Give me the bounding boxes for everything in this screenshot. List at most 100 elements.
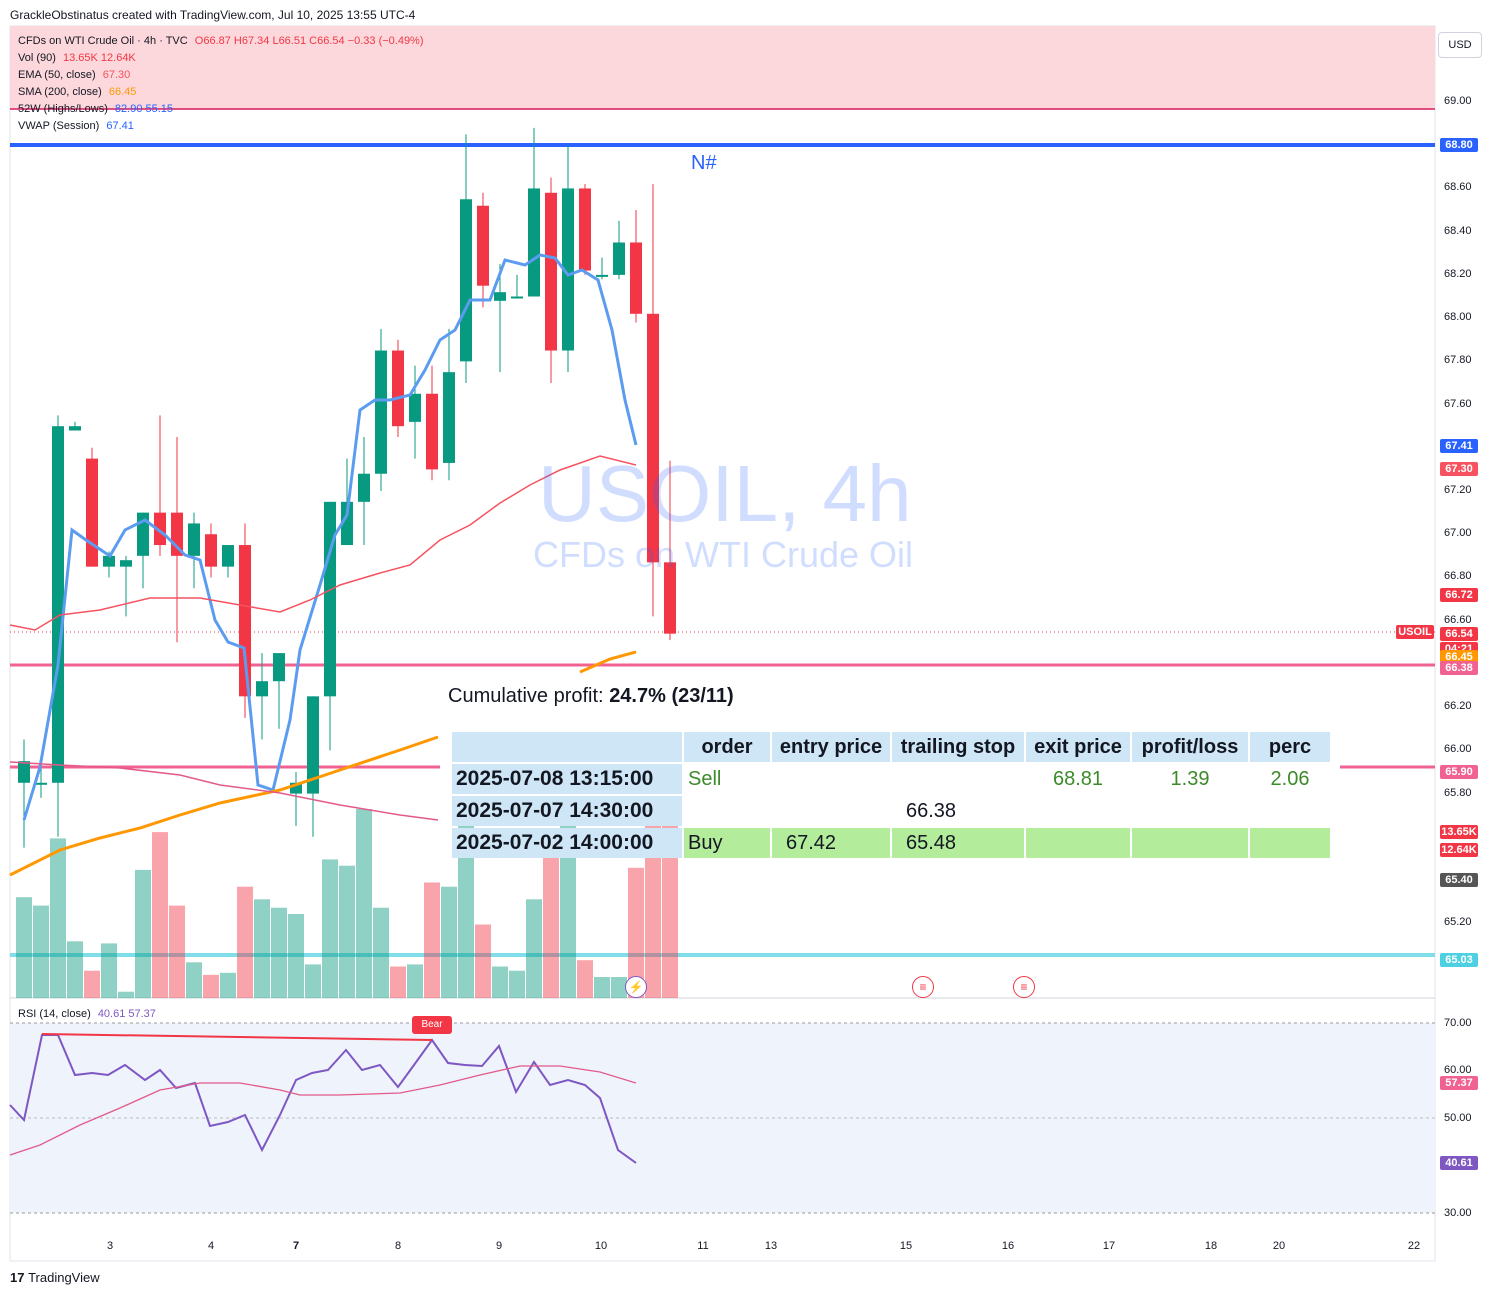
legend-sma[interactable]: SMA (200, close) 66.45 [18,86,136,98]
candle-body[interactable] [69,426,81,431]
candle-body[interactable] [596,274,608,277]
legend-52w[interactable]: 52W (Highs/Lows) 82.90 55.15 [18,103,173,115]
trades-table: order entry price trailing stop exit pri… [450,730,1332,860]
legend-ema[interactable]: EMA (50, close) 67.30 [18,69,130,81]
price-tick: 66.20 [1444,700,1472,713]
pink-ma [9,761,439,821]
time-tick: 4 [207,1240,215,1252]
row-entry: 67.42 [772,828,890,858]
volume-bar [288,914,304,998]
price-tick: 68.20 [1444,267,1472,280]
candle-body[interactable] [630,242,642,314]
table-row: 2025-07-08 13:15:00 Sell 68.81 1.39 2.06 [452,764,1330,794]
candle-body[interactable] [613,242,625,275]
candle-body[interactable] [545,192,557,351]
volume-bar [407,964,423,998]
volume-bar [203,974,219,998]
candle-body[interactable] [647,313,659,563]
52w-high-zone [10,26,1435,109]
candle-body[interactable] [307,696,319,794]
row-date: 2025-07-07 14:30:00 [452,796,682,826]
candle-body[interactable] [426,393,438,470]
us-flag-event-icon[interactable]: ≡ [1013,976,1035,998]
candle-body[interactable] [120,560,132,567]
candle-body[interactable] [392,350,404,427]
row-stop [892,764,1024,794]
candle-body[interactable] [409,393,421,422]
row-entry [772,764,890,794]
candle-body[interactable] [341,501,353,546]
chart-header: GrackleObstinatus created with TradingVi… [10,8,416,22]
rsi-band [10,1023,1435,1213]
candle-body[interactable] [494,292,506,301]
candle-body[interactable] [86,458,98,567]
rsi-values: 40.61 57.37 [97,1008,156,1020]
us-flag-event-icon[interactable]: ≡ [912,976,934,998]
candle-body[interactable] [273,653,285,682]
watermark-subtitle: CFDs on WTI Crude Oil [533,534,914,575]
candle-body[interactable] [460,199,472,362]
candle-body[interactable] [664,562,676,634]
price-label: 13.65K [1440,825,1478,840]
price-tick: 69.00 [1444,95,1472,107]
rsi-ma-tag: 57.37 [1440,1076,1478,1090]
time-tick: 13 [764,1240,778,1252]
volume-bar [254,899,270,998]
row-date: 2025-07-08 13:15:00 [452,764,682,794]
volume-bar [560,813,576,998]
candle-body[interactable] [562,188,574,351]
volume-bar [339,865,355,998]
header-pl: profit/loss [1132,732,1248,762]
candle-body[interactable] [239,545,251,697]
price-label: 66.54 [1440,626,1478,641]
candle-body[interactable] [358,473,370,502]
legend-symbol[interactable]: CFDs on WTI Crude Oil · 4h · TVC O66.87 … [18,35,424,47]
candle-body[interactable] [103,555,115,567]
candle-body[interactable] [477,205,489,286]
candle-body[interactable] [528,188,540,297]
price-tick: 66.80 [1444,570,1472,583]
candle-body[interactable] [18,761,30,783]
rsi-tick: 60.00 [1444,1064,1472,1076]
row-date: 2025-07-02 14:00:00 [452,828,682,858]
volume-bar [390,966,406,998]
legend-volume[interactable]: Vol (90) 13.65K 12.64K [18,52,136,64]
candle-body[interactable] [290,782,302,794]
candle-body[interactable] [511,296,523,299]
candle-body[interactable] [137,512,149,556]
header-date [452,732,682,762]
price-label: 67.41 [1440,438,1478,453]
candle-body[interactable] [154,512,166,546]
volume-bar [220,972,236,998]
bear-divergence-badge: Bear [412,1016,452,1034]
price-tick: 68.60 [1444,181,1472,194]
price-label: 67.30 [1440,462,1478,477]
tradingview-logo[interactable]: 17 TradingView [10,1270,100,1285]
volume-bar [509,970,525,998]
time-tick: 10 [594,1240,608,1252]
rsi-ma-line [9,1065,637,1156]
dividend-icon[interactable]: ⚡ [625,976,647,998]
volume-bar [50,838,66,998]
candle-body[interactable] [222,545,234,567]
price-label: 12.64K [1440,842,1478,857]
candle-body[interactable] [52,426,64,783]
rsi-legend[interactable]: RSI (14, close) 40.61 57.37 [18,1008,156,1020]
marker-text: N# [691,152,717,174]
candle-body[interactable] [324,501,336,697]
candle-body[interactable] [188,523,200,556]
row-exit [1026,828,1130,858]
candle-body[interactable] [375,350,387,474]
volume-bar [186,962,202,998]
legend-vwap[interactable]: VWAP (Session) 67.41 [18,120,134,132]
candle-body[interactable] [35,782,47,785]
candle-body[interactable] [256,681,268,697]
candle-body[interactable] [205,534,217,567]
candle-body[interactable] [443,372,455,463]
volume-bar [169,905,185,998]
price-label: 66.45 [1440,650,1478,665]
candle-body[interactable] [579,188,591,271]
price-label: 66.72 [1440,587,1478,602]
currency-button[interactable]: USD [1438,32,1482,58]
